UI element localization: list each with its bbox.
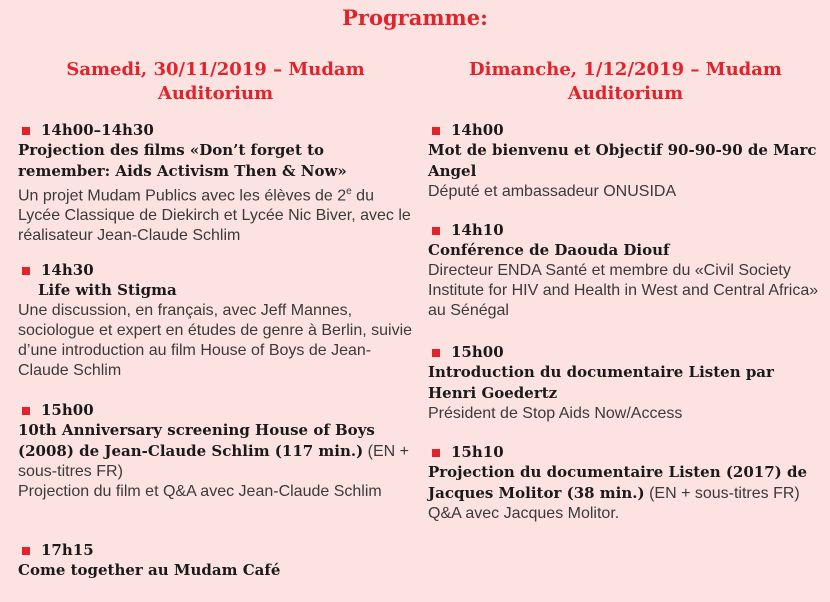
time-row: 14h10 bbox=[428, 220, 823, 240]
description: du Lycée Classique de Diekirch et Lycée … bbox=[18, 187, 411, 245]
time: 17h15 bbox=[41, 541, 94, 559]
programme-item: 15h00 Introduction du documentaire Listen… bbox=[428, 342, 823, 424]
programme-item: 17h15 Come together au Mudam Café bbox=[18, 540, 413, 581]
bullet bbox=[22, 266, 30, 275]
bullet bbox=[22, 406, 30, 415]
column-heading: Samedi, 30/11/2019 – Mudam Auditorium bbox=[66, 59, 365, 104]
bullet bbox=[432, 226, 440, 235]
bullet bbox=[432, 448, 440, 457]
time-row: 14h30 bbox=[18, 260, 413, 280]
time-row: 15h00 bbox=[18, 400, 413, 420]
item-title: Conférence de Daouda Diouf bbox=[428, 241, 670, 259]
bullet bbox=[22, 546, 30, 555]
time: 14h10 bbox=[451, 221, 504, 239]
item-description: Un projet Mudam Publics avec les élèves … bbox=[18, 182, 413, 246]
time-row: 15h10 bbox=[428, 442, 823, 462]
time: 14h00–14h30 bbox=[41, 121, 154, 139]
item-body: Life with Stigma bbox=[18, 280, 413, 301]
bullet bbox=[432, 126, 440, 135]
item-description: Une discussion, en français, avec Jeff M… bbox=[18, 301, 413, 381]
time: 14h00 bbox=[451, 121, 504, 139]
item-body: Introduction du documentaire Listen par … bbox=[428, 362, 823, 404]
time: 15h00 bbox=[41, 401, 94, 419]
time: 14h30 bbox=[41, 261, 94, 279]
item-description: Directeur ENDA Santé et membre du «Civil… bbox=[428, 261, 823, 321]
time-row: 14h00–14h30 bbox=[18, 120, 413, 140]
title-note: (EN + sous-titres FR) bbox=[649, 485, 800, 502]
item-title: 10th Anniversary screening House of Boys… bbox=[18, 421, 375, 460]
programme-item: 14h30 Life with Stigma Une discussion, en … bbox=[18, 260, 413, 381]
item-body: Projection du documentaire Listen (2017)… bbox=[428, 462, 823, 504]
description: Directeur ENDA Santé et membre du «Civil… bbox=[428, 262, 819, 319]
item-description: Président de Stop Aids Now/Access bbox=[428, 404, 823, 424]
item-title: Introduction du documentaire Listen par … bbox=[428, 363, 774, 402]
description: Une discussion, en français, avec Jeff M… bbox=[18, 302, 413, 379]
column-heading: Dimanche, 1/12/2019 – Mudam Auditorium bbox=[469, 59, 782, 104]
time-row: 15h00 bbox=[428, 342, 823, 362]
column: Dimanche, 1/12/2019 – Mudam Auditorium 14… bbox=[428, 58, 823, 522]
time: 15h10 bbox=[451, 443, 504, 461]
programme-item: 15h00 10th Anniversary screening House of… bbox=[18, 400, 413, 502]
programme-item: 14h00–14h30 Projection des films «Don’t f… bbox=[18, 120, 413, 246]
description: Député et ambassadeur ONUSIDA bbox=[428, 183, 677, 200]
page-title: Programme: bbox=[342, 5, 488, 30]
item-description: Q&A avec Jacques Molitor. bbox=[428, 504, 823, 524]
column: Samedi, 30/11/2019 – Mudam Auditorium 14h… bbox=[18, 58, 413, 579]
description: Projection du film et Q&A avec Jean-Clau… bbox=[18, 483, 382, 500]
item-body: Mot de bienvenu et Objectif 90-90-90 de … bbox=[428, 140, 823, 182]
time-row: 14h00 bbox=[428, 120, 823, 140]
bullet bbox=[22, 126, 30, 135]
item-title: Mot de bienvenu et Objectif 90-90-90 de … bbox=[428, 141, 817, 180]
bullet bbox=[432, 348, 440, 357]
item-title: Come together au Mudam Café bbox=[18, 561, 281, 579]
item-description: Projection du film et Q&A avec Jean-Clau… bbox=[18, 482, 413, 502]
time: 15h00 bbox=[451, 343, 504, 361]
time-row: 17h15 bbox=[18, 540, 413, 560]
item-body: Come together au Mudam Café bbox=[18, 560, 413, 581]
item-body: 10th Anniversary screening House of Boys… bbox=[18, 420, 413, 482]
item-title: Projection du documentaire Listen (2017)… bbox=[428, 463, 808, 502]
item-body: Conférence de Daouda Diouf bbox=[428, 240, 823, 261]
programme-item: 14h10 Conférence de Daouda Diouf Directeur… bbox=[428, 220, 823, 321]
item-description: Député et ambassadeur ONUSIDA bbox=[428, 182, 823, 202]
programme-item: 14h00 Mot de bienvenu et Objectif 90-90-9… bbox=[428, 120, 823, 202]
title-note: (EN + sous-titres FR) bbox=[18, 443, 410, 480]
item-title: Life with Stigma bbox=[38, 281, 177, 299]
description: Q&A avec Jacques Molitor. bbox=[428, 505, 620, 522]
programme-item: 15h10 Projection du documentaire Listen (… bbox=[428, 442, 823, 524]
description: Un projet Mudam Publics avec les élèves … bbox=[18, 187, 347, 205]
item-body: Projection des films «Don’t forget to re… bbox=[18, 140, 413, 182]
description: Président de Stop Aids Now/Access bbox=[428, 405, 683, 422]
item-title: Projection des films «Don’t forget to re… bbox=[18, 141, 347, 180]
superscript: e bbox=[346, 186, 352, 197]
